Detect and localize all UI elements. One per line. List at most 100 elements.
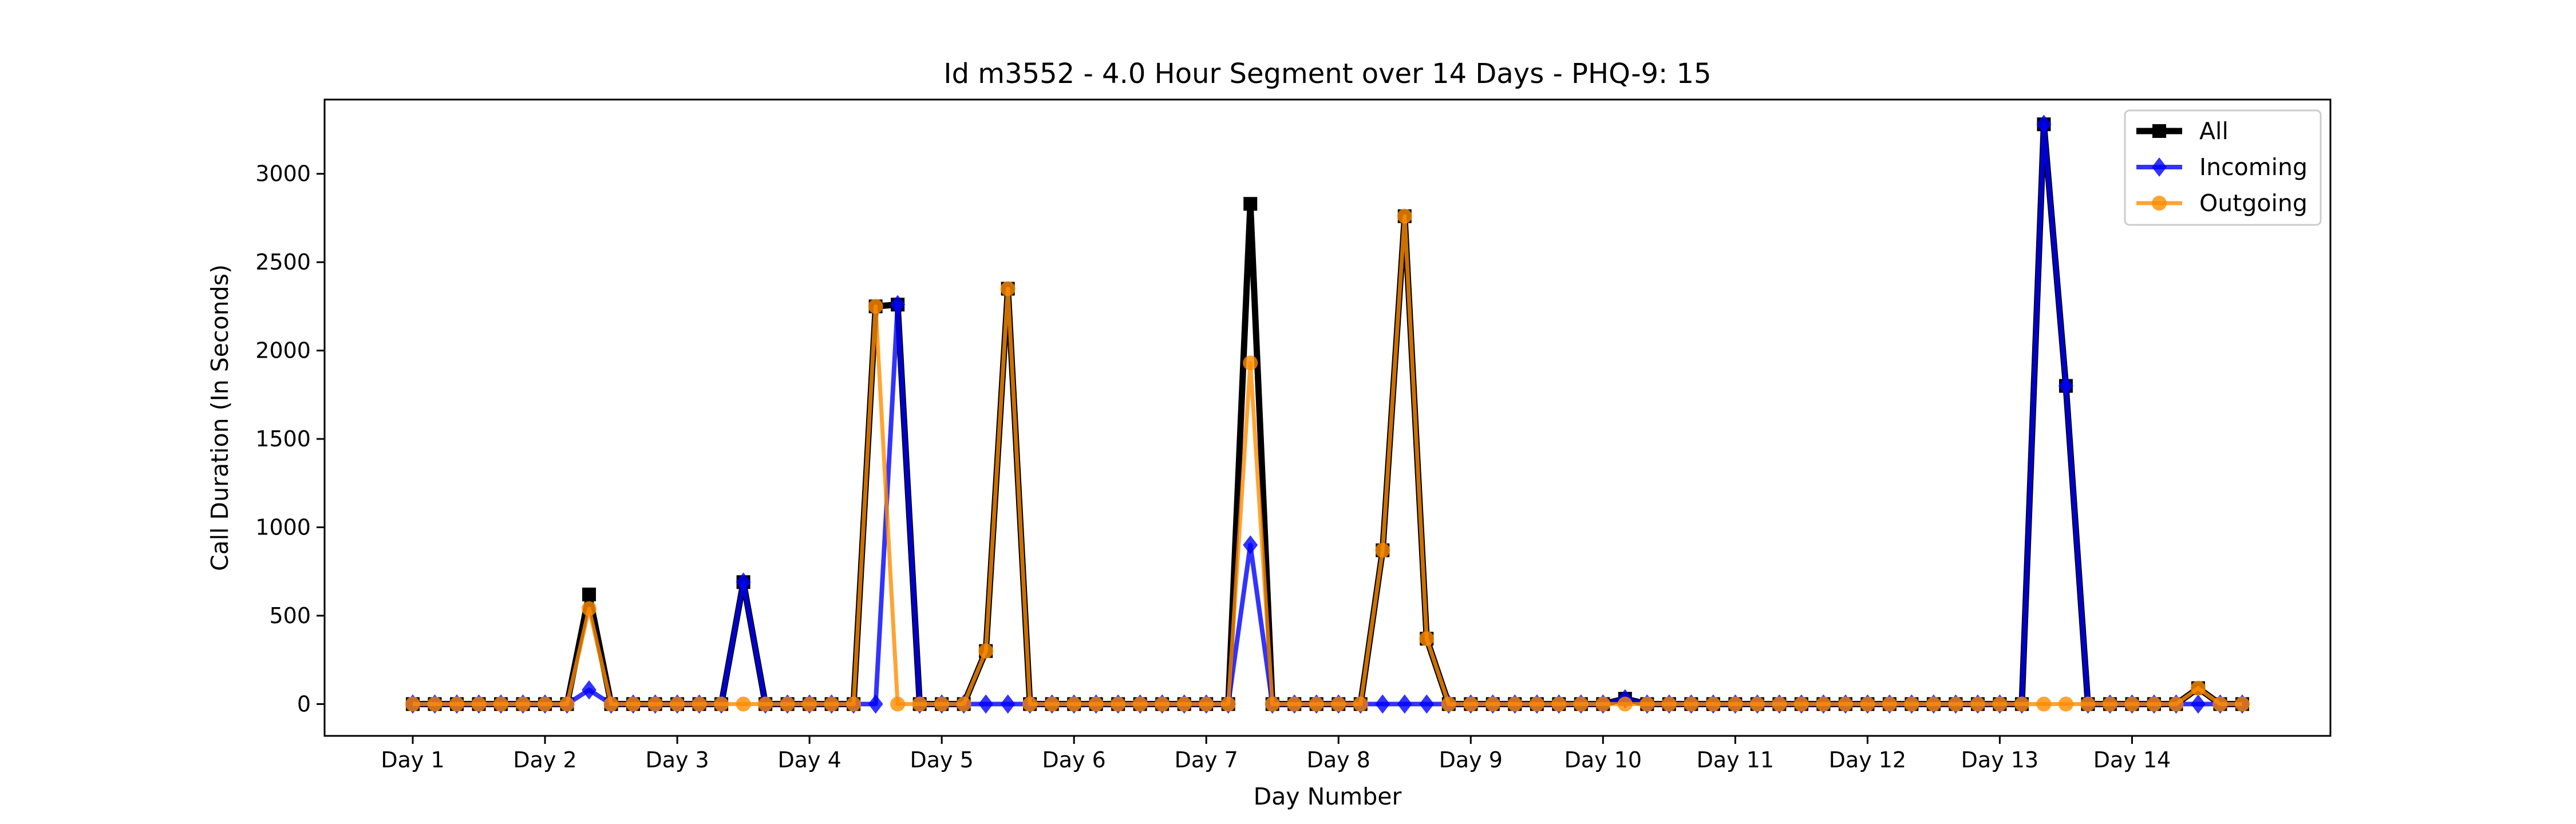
data-point-outgoing — [1728, 696, 1743, 712]
data-point-outgoing — [1948, 696, 1963, 712]
data-point-outgoing — [2014, 696, 2029, 712]
data-point-incoming — [1375, 694, 1390, 714]
y-tick-label: 3000 — [255, 161, 311, 187]
data-point-outgoing — [1111, 696, 1126, 712]
data-point-outgoing — [1860, 696, 1875, 712]
data-point-outgoing — [1485, 696, 1500, 712]
data-point-outgoing — [1088, 696, 1104, 712]
legend-label-outgoing: Outgoing — [2199, 189, 2308, 217]
data-point-outgoing — [626, 696, 641, 712]
data-point-outgoing — [1970, 696, 1985, 712]
data-point-incoming — [890, 295, 906, 315]
y-tick-label: 2500 — [255, 249, 311, 275]
x-tick-label: Day 10 — [1564, 747, 1642, 772]
x-tick-label: Day 4 — [777, 747, 841, 772]
x-tick-label: Day 11 — [1697, 747, 1774, 772]
data-point-outgoing — [1155, 696, 1170, 712]
legend: All Incoming Outgoing — [2124, 109, 2322, 226]
data-point-outgoing — [1287, 696, 1302, 712]
data-point-outgoing — [956, 696, 971, 712]
data-point-outgoing — [1617, 696, 1633, 712]
data-point-incoming — [1243, 535, 1258, 555]
data-point-outgoing — [1595, 696, 1611, 712]
data-point-outgoing — [1375, 542, 1390, 558]
data-point-outgoing — [647, 696, 663, 712]
data-point-outgoing — [1529, 696, 1544, 712]
data-point-outgoing — [780, 696, 795, 712]
y-tick-label: 0 — [297, 691, 311, 716]
data-point-incoming — [736, 572, 751, 592]
data-point-outgoing — [1176, 696, 1192, 712]
data-point-outgoing — [868, 299, 883, 314]
data-point-outgoing — [493, 696, 509, 712]
legend-label-incoming: Incoming — [2199, 153, 2308, 181]
data-point-outgoing — [2124, 696, 2140, 712]
data-point-incoming — [2190, 694, 2206, 714]
data-point-outgoing — [846, 696, 862, 712]
data-point-outgoing — [1066, 696, 1082, 712]
y-tick-label: 1500 — [255, 426, 311, 451]
data-point-outgoing — [2146, 696, 2162, 712]
data-point-outgoing — [670, 696, 685, 712]
data-point-outgoing — [1265, 696, 1280, 712]
plot-frame — [323, 98, 2332, 737]
y-tick-label: 500 — [269, 603, 311, 628]
data-point-outgoing — [2212, 696, 2228, 712]
data-point-outgoing — [1507, 696, 1523, 712]
y-tick-label: 2000 — [255, 338, 311, 363]
data-point-all — [1243, 197, 1258, 211]
data-point-outgoing — [538, 696, 553, 712]
data-point-outgoing — [2168, 696, 2184, 712]
y-axis: 0 500 1000 1500 2000 2500 3000 — [255, 161, 325, 716]
y-tick-label: 1000 — [255, 515, 311, 540]
data-point-outgoing — [1926, 696, 1941, 712]
y-axis-title: Call Duration (In Seconds) — [206, 264, 234, 571]
data-point-outgoing — [1772, 696, 1787, 712]
data-point-outgoing — [714, 696, 729, 712]
data-point-outgoing — [603, 696, 619, 712]
data-point-outgoing — [1749, 696, 1765, 712]
data-point-outgoing — [1309, 696, 1324, 712]
data-point-outgoing — [1793, 696, 1809, 712]
data-point-outgoing — [1353, 696, 1368, 712]
data-point-outgoing — [449, 696, 465, 712]
data-point-incoming — [2058, 376, 2073, 396]
data-point-outgoing — [2234, 696, 2250, 712]
data-point-outgoing — [1463, 696, 1479, 712]
data-point-outgoing — [1199, 696, 1214, 712]
data-point-outgoing — [1044, 696, 1060, 712]
x-axis-title: Day Number — [1254, 783, 1402, 810]
data-point-outgoing — [2102, 696, 2117, 712]
data-point-outgoing — [1904, 696, 1919, 712]
data-point-outgoing — [1816, 696, 1831, 712]
legend-frame — [2124, 109, 2322, 226]
legend-label-all: All — [2199, 117, 2229, 145]
legend-marker-incoming — [2152, 157, 2167, 177]
data-point-outgoing — [582, 601, 597, 616]
legend-marker-outgoing — [2152, 196, 2167, 211]
x-tick-label: Day 7 — [1175, 747, 1238, 772]
data-point-incoming — [2036, 114, 2052, 134]
x-tick-label: Day 2 — [513, 747, 576, 772]
data-point-outgoing — [2080, 696, 2096, 712]
data-point-outgoing — [1551, 696, 1567, 712]
data-point-outgoing — [2058, 696, 2073, 712]
data-point-outgoing — [802, 696, 817, 712]
data-point-incoming — [978, 694, 994, 714]
data-point-outgoing — [824, 696, 839, 712]
data-point-outgoing — [1331, 696, 1346, 712]
data-point-outgoing — [2190, 680, 2206, 696]
series-outgoing — [405, 208, 2250, 712]
data-point-outgoing — [559, 696, 575, 712]
x-tick-label: Day 13 — [1961, 747, 2038, 772]
data-point-outgoing — [1838, 696, 1853, 712]
data-point-outgoing — [890, 696, 906, 712]
data-point-outgoing — [1441, 696, 1456, 712]
data-point-outgoing — [736, 696, 751, 712]
x-tick-label: Day 8 — [1307, 747, 1370, 772]
x-axis: Day 1 Day 2 Day 3 Day 4 Day 5 Day 6 Day 7 Day 8… — [381, 736, 2171, 772]
data-point-all — [582, 587, 596, 601]
x-tick-label: Day 1 — [381, 747, 444, 772]
data-point-outgoing — [1243, 355, 1258, 371]
